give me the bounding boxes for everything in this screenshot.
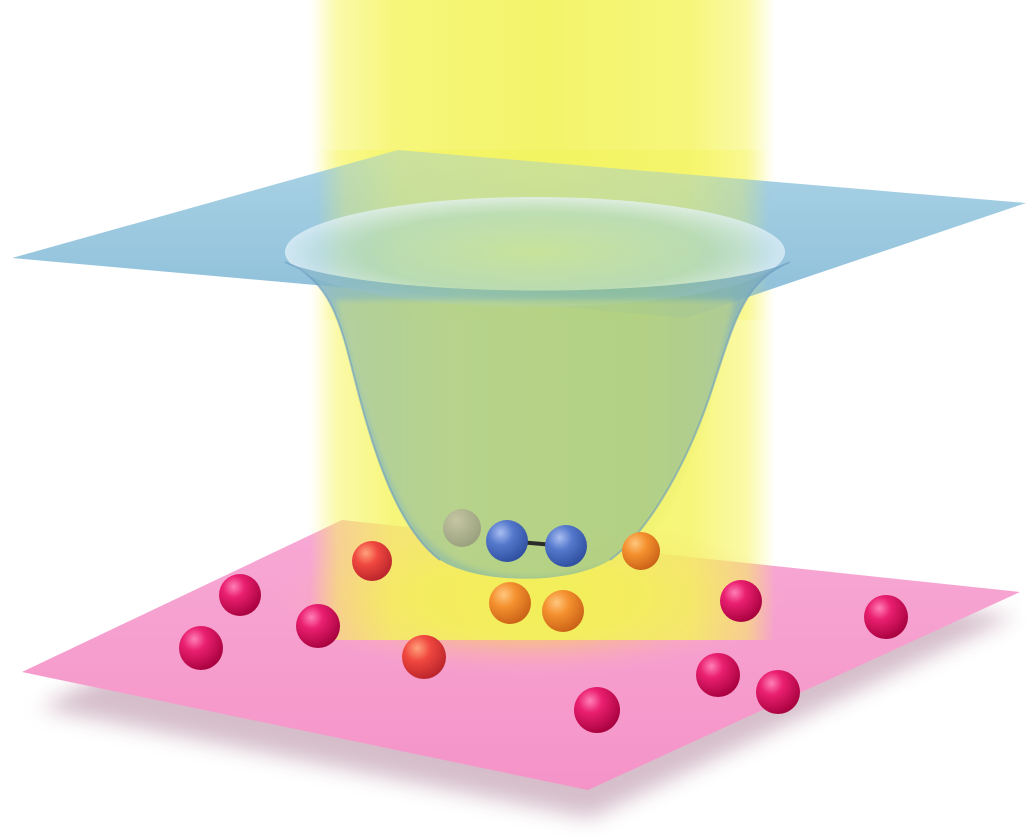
trapped-pair: [486, 520, 587, 567]
well-edge-right: [609, 261, 791, 561]
magenta-particle: [720, 580, 762, 622]
trapped-particle-right: [545, 525, 587, 567]
orange-particle: [622, 532, 660, 570]
magenta-particle: [179, 626, 223, 670]
well-edge-left: [284, 261, 441, 561]
trapped-particle-left: [486, 520, 528, 562]
magenta-particle: [696, 653, 740, 697]
orange-particles: [352, 532, 660, 679]
magenta-particle: [864, 595, 908, 639]
orange-particle: [542, 590, 584, 632]
magenta-particle: [219, 574, 261, 616]
orange-particle: [352, 541, 392, 581]
magenta-particles: [179, 574, 908, 733]
magenta-particle: [756, 670, 800, 714]
orange-particle: [402, 635, 446, 679]
well-opening: [285, 197, 785, 307]
magenta-particle: [574, 687, 620, 733]
well-beam-tint: [335, 300, 735, 578]
ghost-particle: [443, 509, 481, 547]
orange-particle: [489, 582, 531, 624]
magenta-particle: [296, 604, 340, 648]
